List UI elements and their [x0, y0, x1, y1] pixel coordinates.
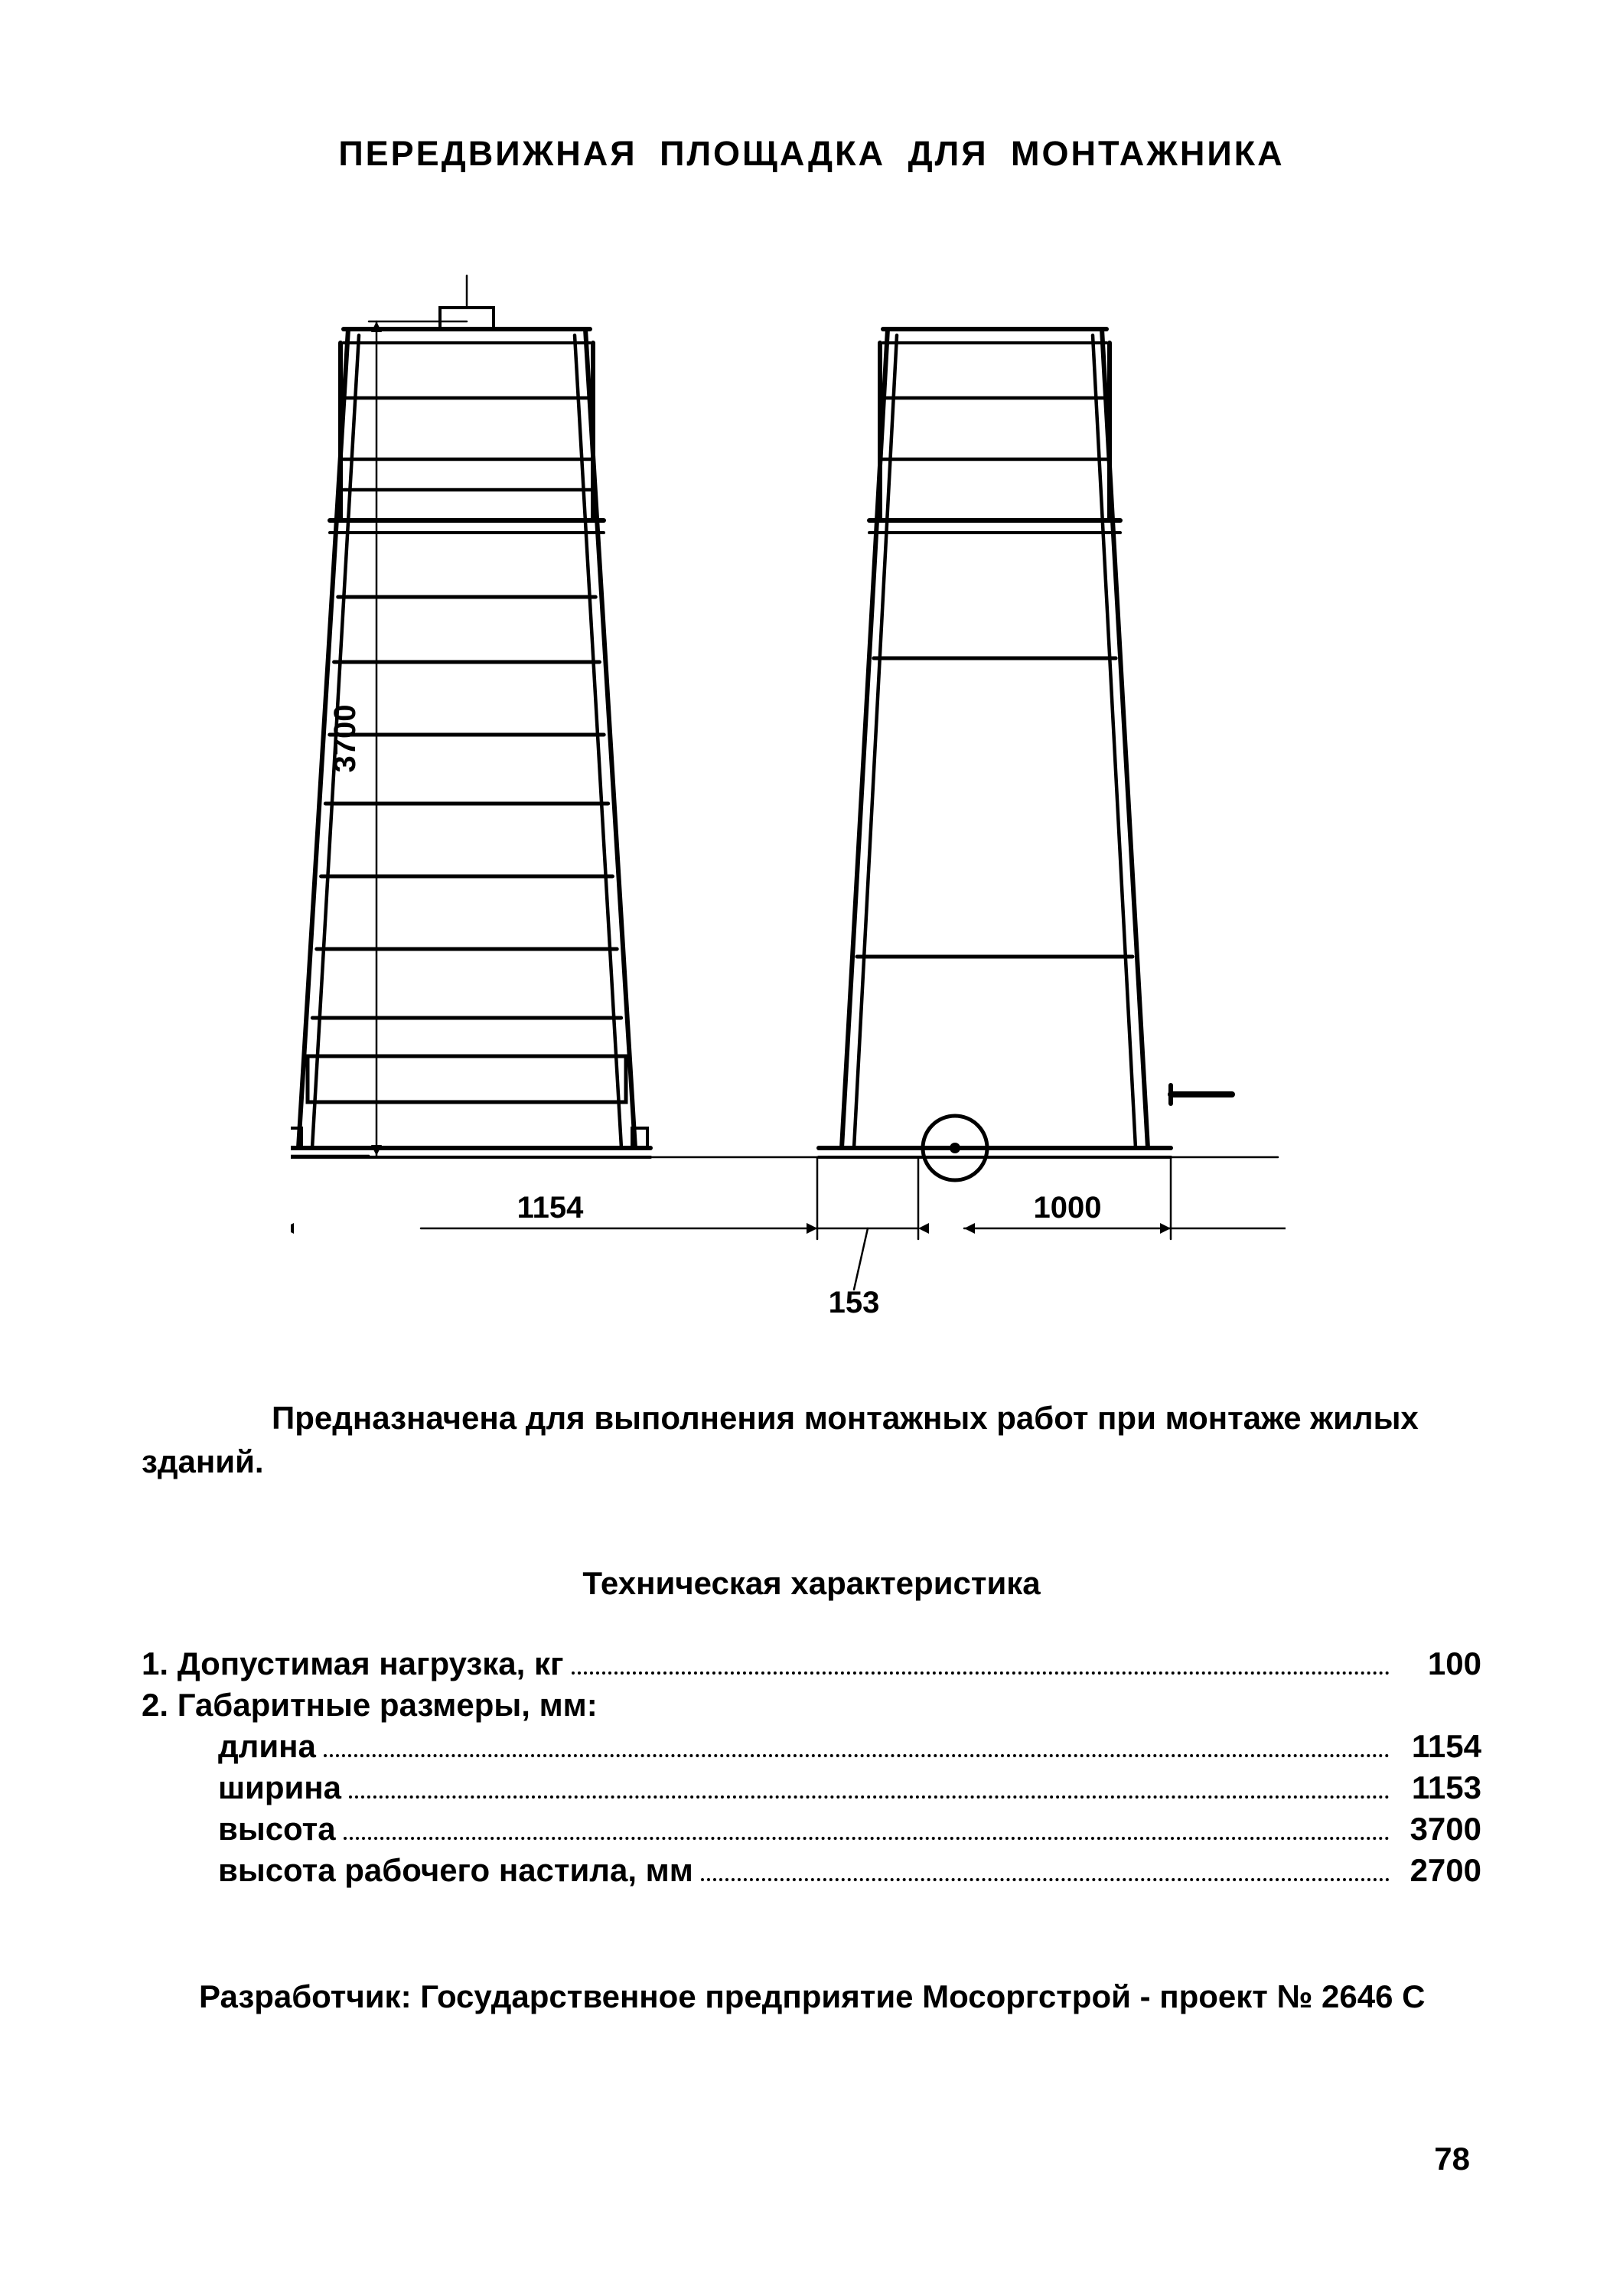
- spec-label: 1. Допустимая нагрузка, кг: [142, 1645, 564, 1682]
- svg-text:1000: 1000: [1034, 1191, 1102, 1225]
- svg-text:153: 153: [829, 1286, 880, 1319]
- spec-value: 1154: [1397, 1728, 1481, 1765]
- spec-row: длина 1154: [142, 1728, 1481, 1765]
- description-line2: зданий.: [142, 1443, 264, 1479]
- spec-value: 2700: [1397, 1852, 1481, 1889]
- spec-label: высота: [218, 1811, 336, 1848]
- spec-row: высота рабочего настила, мм 2700: [142, 1852, 1481, 1889]
- spec-heading: Техническая характеристика: [0, 1565, 1623, 1602]
- page-number: 78: [1434, 2141, 1470, 2177]
- spec-row: 1. Допустимая нагрузка, кг 100: [142, 1645, 1481, 1682]
- technical-drawing: 3700 1154 1000 153: [291, 245, 1286, 1332]
- spec-row: 2. Габаритные размеры, мм:: [142, 1687, 1481, 1724]
- svg-text:1154: 1154: [517, 1191, 585, 1225]
- spec-label: длина: [218, 1728, 316, 1765]
- spec-label: высота рабочего настила, мм: [218, 1852, 693, 1889]
- spec-label: 2. Габаритные размеры, мм:: [142, 1687, 598, 1724]
- leader-dots: [344, 1819, 1390, 1840]
- spec-value: 100: [1397, 1645, 1481, 1682]
- leader-dots: [349, 1778, 1390, 1799]
- spec-row: высота 3700: [142, 1811, 1481, 1848]
- leader-dots: [701, 1861, 1390, 1881]
- spec-list: 1. Допустимая нагрузка, кг 100 2. Габаритн…: [142, 1645, 1481, 1893]
- spec-value: 3700: [1397, 1811, 1481, 1848]
- spec-value: 1153: [1397, 1769, 1481, 1806]
- developer-line: Разработчик: Государственное предприятие…: [199, 1978, 1481, 2015]
- spec-label: ширина: [218, 1769, 341, 1806]
- description: Предназначена для выполнения монтажных р…: [142, 1397, 1481, 1483]
- svg-text:3700: 3700: [328, 705, 362, 773]
- spec-row: ширина 1153: [142, 1769, 1481, 1806]
- page-title: ПЕРЕДВИЖНАЯ ПЛОЩАДКА ДЛЯ МОНТАЖНИКА: [0, 134, 1623, 174]
- leader-dots: [324, 1737, 1390, 1757]
- description-line1: Предназначена для выполнения монтажных р…: [272, 1400, 1419, 1436]
- leader-dots: [572, 1654, 1390, 1675]
